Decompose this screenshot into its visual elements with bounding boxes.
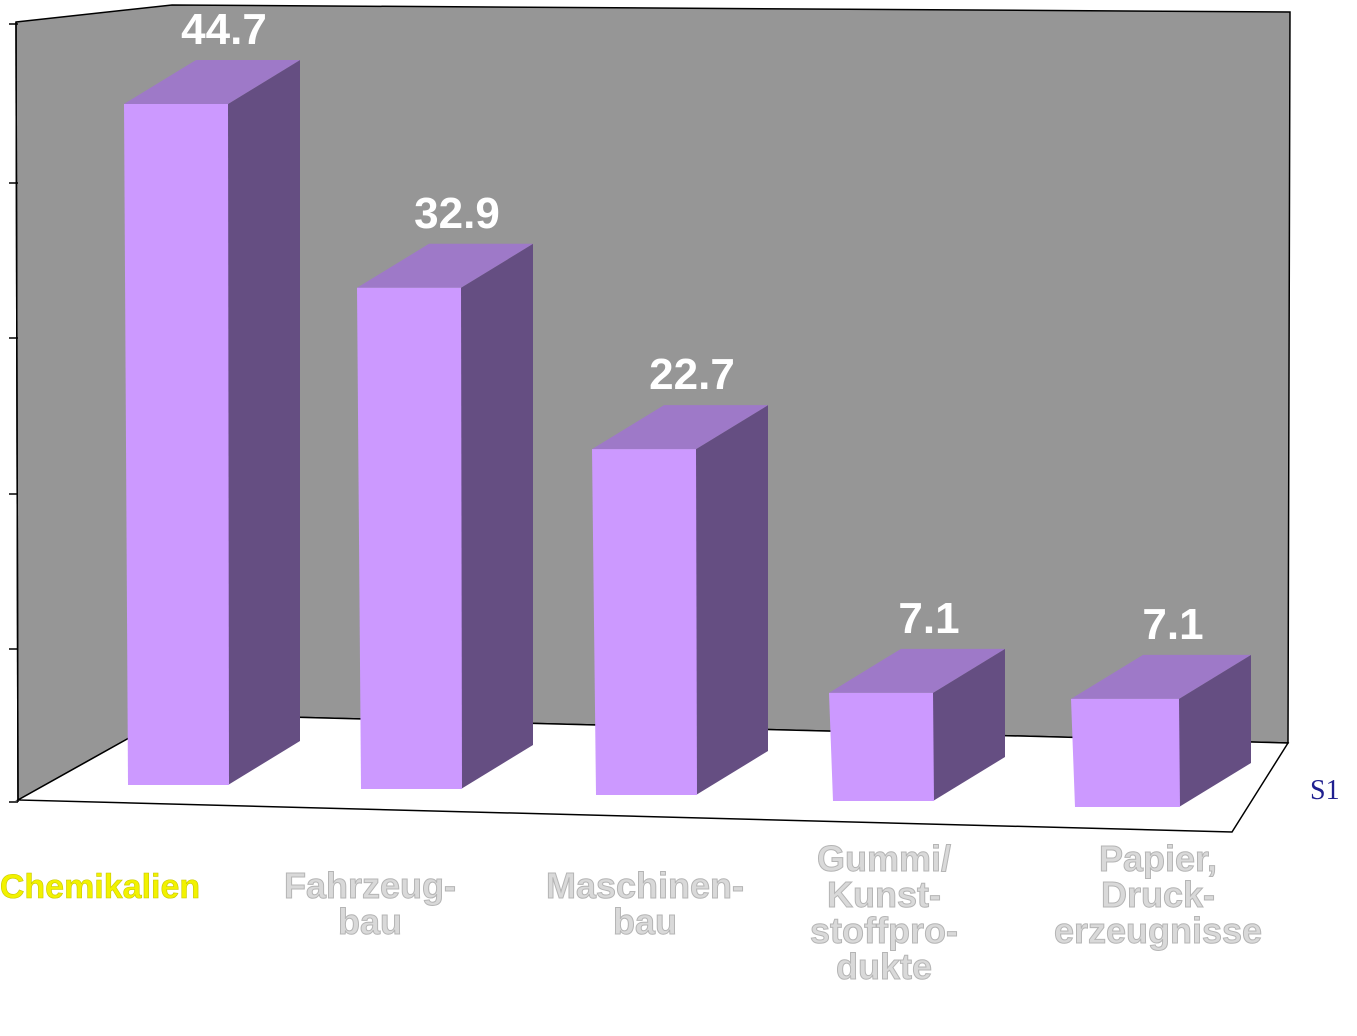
chart-walls: [15, 4, 1291, 833]
bar-side: [1179, 654, 1251, 807]
bar-top: [829, 648, 1005, 693]
bar-front: [829, 692, 934, 801]
value-axis-line: [15, 21, 19, 803]
category-label: Maschinen-bau: [546, 865, 744, 942]
bar: [357, 243, 533, 790]
value-axis: [9, 21, 19, 803]
category-labels-group: Chemikalien Fahrzeug-bau Maschinen-bau Gumm…: [0, 838, 1263, 988]
value-labels-group: 44.7 32.9 22.7 7.1 7.1: [181, 5, 1203, 649]
bar-front: [592, 449, 697, 795]
bar: [829, 648, 1005, 801]
bars-group: [124, 60, 1251, 807]
bar: [592, 405, 768, 795]
category-label: Papier, Druck-erzeugnisse: [1054, 838, 1262, 951]
bar-side: [696, 405, 768, 795]
bar-top: [1071, 654, 1251, 699]
bar-side: [461, 243, 533, 790]
bar: [1071, 654, 1251, 807]
bar-front: [1071, 698, 1180, 807]
bar: [124, 60, 300, 785]
data-label: 44.7: [181, 5, 267, 54]
bar-front: [124, 104, 229, 785]
bar-top: [124, 60, 300, 104]
data-label: 7.1: [898, 594, 959, 643]
bar-front: [357, 287, 462, 789]
category-label: Chemikalien: [0, 868, 200, 906]
bar-side: [228, 60, 300, 785]
bar-side: [933, 648, 1005, 801]
data-label: 7.1: [1142, 600, 1203, 649]
category-label: Fahrzeug-bau: [284, 865, 456, 942]
bar-top: [357, 243, 533, 288]
bar-top: [592, 405, 768, 450]
category-label: Gummi/Kunst-stoffpro-dukte: [810, 838, 958, 987]
series-label: S1: [1310, 775, 1340, 806]
data-label: 32.9: [414, 189, 500, 238]
data-label: 22.7: [649, 350, 735, 399]
